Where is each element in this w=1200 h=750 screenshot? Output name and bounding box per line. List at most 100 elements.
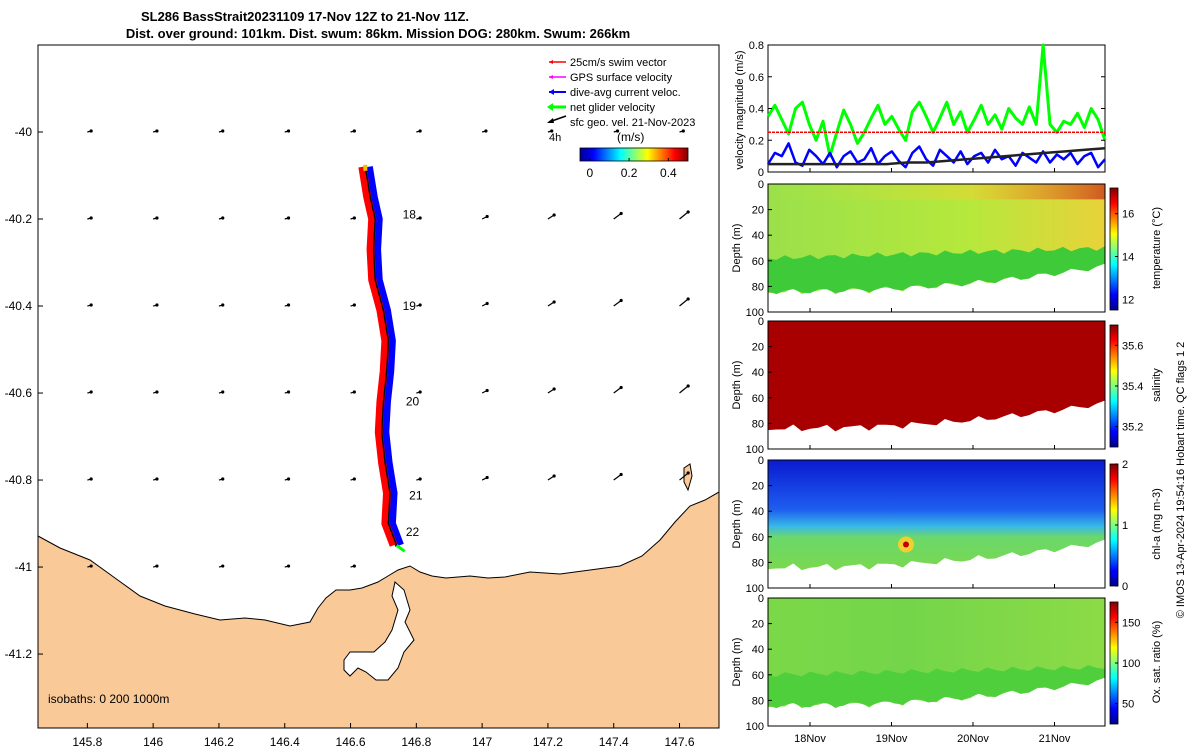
geo-vector-head — [619, 298, 623, 303]
section-colorbar-label: temperature (°C) — [1151, 207, 1163, 289]
geo-vector-head — [286, 564, 291, 568]
section-colorbar-tick-label: 16 — [1122, 209, 1134, 221]
day-labels: 18 19 20 21 22 — [403, 208, 423, 540]
lon-axis: 145.8 146 146.2 146.4 146.6 146.8 147 147.2 147.… — [72, 723, 695, 749]
lon-tick-label: 146 — [143, 735, 163, 749]
depth-axis-label: Depth (m) — [731, 361, 743, 410]
legend-dive-avg-current-label: dive-avg current veloc. — [570, 87, 681, 99]
section-colorbar-label: Ox. sat. ratio (%) — [1151, 621, 1163, 704]
map-legend: 25cm/s swim vector GPS surface velocity … — [547, 57, 695, 180]
velocity-tick-label: 0.8 — [749, 40, 764, 52]
section-colorbar-tick-label: 50 — [1122, 699, 1134, 711]
section-panel-3: 0 20 40 60 80 100 Depth (m) 0 1 2 chl-a (mg m-3) — [731, 455, 1163, 595]
section-colorbar-tick-label: 35.4 — [1122, 381, 1143, 393]
velocity-series — [766, 43, 1107, 169]
geo-vector-head — [221, 303, 225, 307]
geo-vector-head — [89, 216, 93, 220]
geo-vector-head — [484, 129, 488, 133]
ox-bottom-layer — [768, 665, 1105, 709]
velocity-tick-label: 0.4 — [749, 104, 764, 116]
time-tick-label: 19Nov — [876, 733, 908, 745]
map-frame — [37, 44, 720, 729]
section-data-fill — [768, 321, 1105, 432]
lat-tick-label: -40 — [15, 125, 33, 139]
geo-vector-head — [352, 216, 356, 220]
geostrophic-vectors — [87, 129, 690, 568]
geo-vector-head — [619, 472, 623, 477]
geo-vector-head — [155, 564, 159, 568]
day-label: 20 — [406, 395, 420, 409]
depth-tick-label: 100 — [746, 721, 764, 733]
geo-vector-head — [221, 390, 225, 394]
day-label: 18 — [403, 208, 417, 222]
section-panel-4: 0 20 40 60 80 100 Depth (m) 50 100 150 Ox. sat. ra… — [731, 593, 1163, 745]
lon-tick-label: 146.8 — [401, 735, 431, 749]
depth-axis-label: Depth (m) — [731, 224, 743, 273]
section-panel-1: 0 20 40 60 80 100 Depth (m) 12 14 16 temperature (… — [731, 179, 1163, 319]
section-colorbar-tick-label: 35.6 — [1122, 340, 1143, 352]
geo-vector-head — [552, 387, 556, 391]
section-colorbar-tick-label: 12 — [1122, 294, 1134, 306]
geo-vector-head — [686, 384, 690, 388]
depth-tick-label: 100 — [746, 583, 764, 595]
section-colorbar-label: salinity — [1151, 368, 1163, 402]
legend-gps-velocity-label: GPS surface velocity — [570, 72, 673, 84]
lon-tick-label: 147.6 — [665, 735, 695, 749]
depth-tick-label: 0 — [758, 179, 764, 191]
warm-surface-layer — [768, 184, 1105, 200]
section-colorbar-tick-label: 100 — [1122, 658, 1140, 670]
section-colorbar-tick-label: 14 — [1122, 251, 1134, 263]
velocity-tick-label: 0.6 — [749, 72, 764, 84]
day-label: 21 — [409, 488, 423, 502]
map-panel: 145.8 146 146.2 146.4 146.6 146.8 147 147.2 147.… — [5, 44, 720, 749]
legend-net-glider-velocity-label: net glider velocity — [570, 102, 655, 114]
section-frame — [767, 320, 1106, 450]
geo-vector-head — [155, 216, 159, 220]
depth-axis-label: Depth (m) — [731, 638, 743, 687]
time-tick-label: 20Nov — [957, 733, 989, 745]
time-tick-label: 18Nov — [794, 733, 826, 745]
geo-vector-head — [552, 213, 556, 217]
time-tick-label: 21Nov — [1039, 733, 1071, 745]
lon-tick-label: 147.2 — [533, 735, 563, 749]
depth-tick-label: 40 — [752, 367, 764, 379]
depth-tick-label: 100 — [746, 307, 764, 319]
section-colorbar-tick-label: 1 — [1122, 520, 1128, 532]
dive-avg-current-line — [766, 142, 1106, 169]
depth-tick-label: 80 — [752, 418, 764, 430]
section-colorbar-tick-label: 150 — [1122, 617, 1140, 629]
geo-vector — [679, 385, 689, 394]
geo-vector-head — [155, 303, 159, 307]
isobaths-label: isobaths: 0 200 1000m — [48, 692, 169, 706]
lon-tick-label: 147.4 — [599, 735, 629, 749]
geo-vector-head — [286, 216, 291, 220]
lon-tick-label: 146.4 — [270, 735, 300, 749]
depth-tick-label: 60 — [752, 670, 764, 682]
net-glider-velocity-line — [766, 43, 1107, 158]
track-line — [364, 166, 398, 546]
geo-vector-head — [352, 390, 356, 394]
geo-vector-head — [550, 129, 554, 133]
legend-net-glider-velocity: net glider velocity — [547, 102, 655, 114]
colorbar-tick-label: 0 — [586, 166, 593, 180]
section-frame — [767, 459, 1106, 589]
glider-track — [358, 164, 406, 553]
geo-vector-head — [352, 303, 356, 307]
depth-tick-label: 20 — [752, 342, 764, 354]
velocity-ylabel: velocity magnitude (m/s) — [734, 50, 746, 169]
legend-sfc-geo-velocity-label: sfc geo. vel. 21-Nov-2023 — [570, 117, 695, 129]
geo-vector-head — [686, 471, 690, 475]
geo-vector-head — [552, 474, 556, 478]
geo-vector-head — [89, 564, 93, 568]
swim-vectors — [358, 166, 398, 547]
day-label: 22 — [406, 525, 420, 539]
depth-tick-label: 20 — [752, 481, 764, 493]
geo-vector-head — [418, 129, 422, 133]
chart-title-line2: Dist. over ground: 101km. Dist. swum: 86… — [126, 26, 630, 41]
section-frame — [767, 183, 1106, 313]
section-panel-2: 0 20 40 60 80 100 Depth (m) 35.2 35.4 35.6 salinit… — [731, 316, 1163, 456]
speed-colorbar-ticks: 0 0.2 0.4 — [586, 158, 677, 180]
legend-swim-vector-label: 25cm/s swim vector — [570, 57, 667, 69]
geo-vector-head — [286, 129, 291, 133]
legend-swim-vector: 25cm/s swim vector — [549, 57, 667, 69]
